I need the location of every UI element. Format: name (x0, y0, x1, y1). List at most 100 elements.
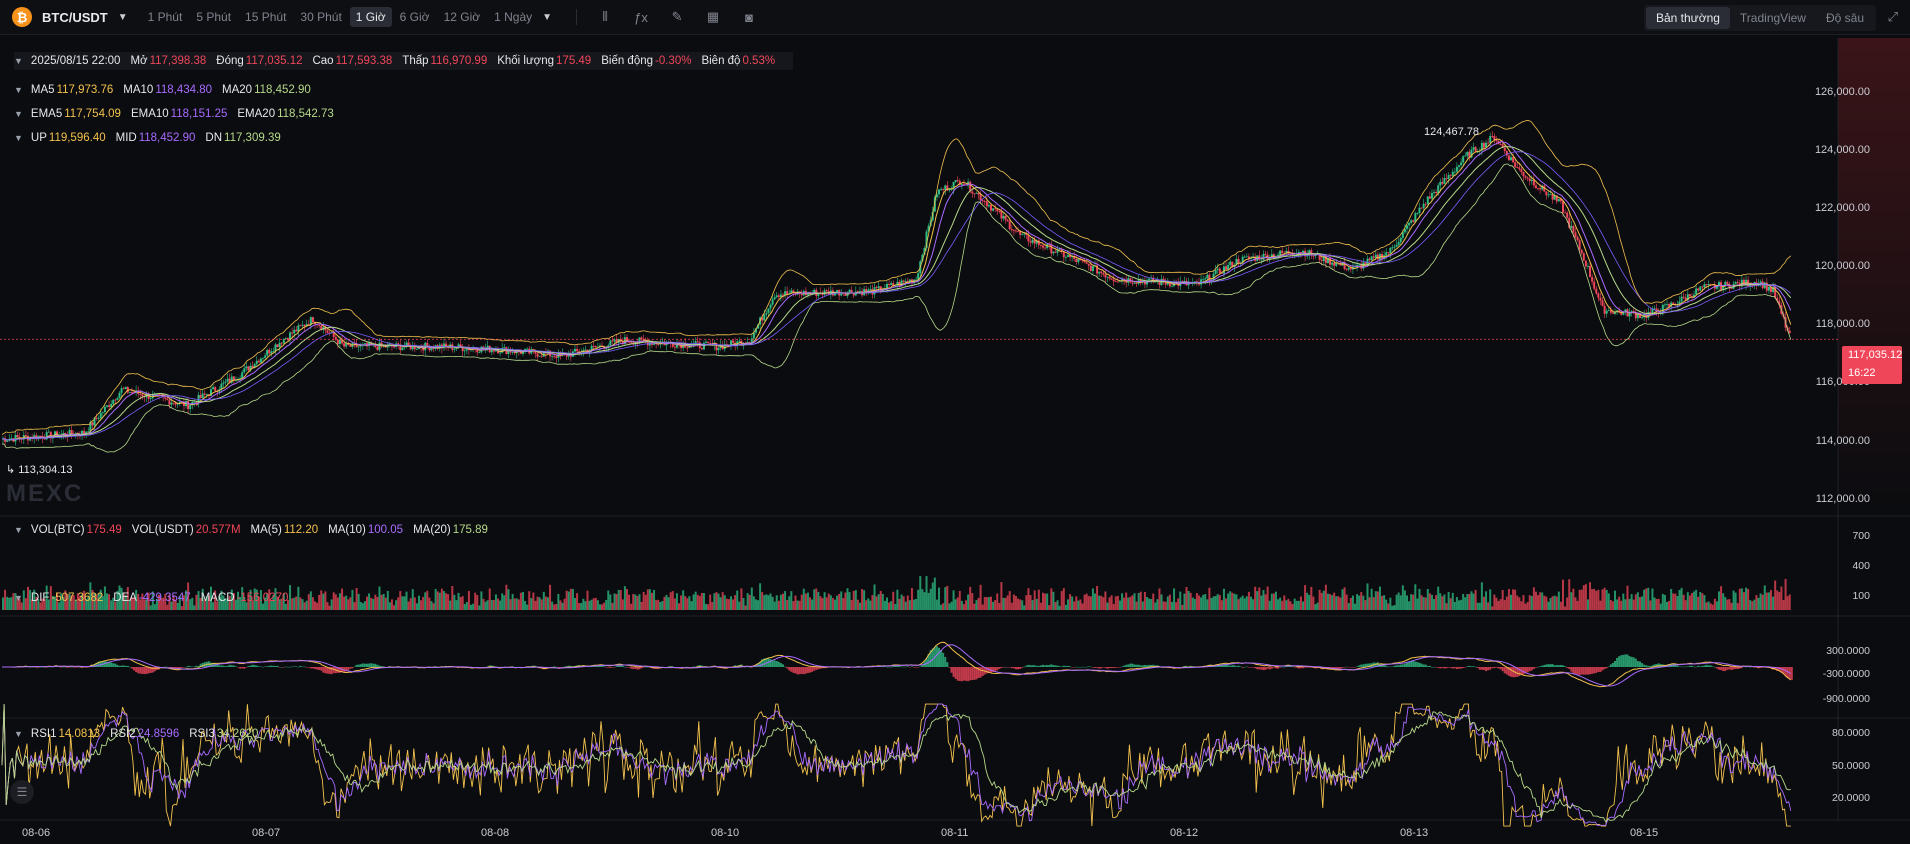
volume-bar (343, 596, 346, 610)
candle-body (1318, 253, 1321, 260)
volume-bar (1102, 597, 1105, 610)
candle-body (1653, 308, 1656, 310)
view-tab[interactable]: TradingView (1739, 11, 1806, 25)
volume-bar (867, 598, 870, 610)
volume-bar (848, 592, 851, 610)
volume-bar (1730, 602, 1733, 610)
collapse-chevron-icon[interactable]: ▼ (14, 593, 23, 603)
volume-bar (1019, 599, 1022, 610)
candle-body (777, 295, 780, 298)
collapse-chevron-icon[interactable]: ▼ (14, 525, 23, 535)
macd-histogram-bar (1491, 667, 1494, 669)
macd-histogram-bar (632, 667, 635, 670)
volume-bar (257, 596, 260, 610)
interval-tab[interactable]: 15 Phút (245, 10, 287, 24)
volume-bar (1757, 597, 1760, 610)
candle-body (1636, 313, 1639, 319)
volume-bar (569, 588, 572, 610)
candle-body (1403, 228, 1406, 233)
macd-histogram-bar (199, 663, 202, 667)
candle-body (765, 312, 768, 315)
layout-grid-icon[interactable]: ▦ (706, 9, 720, 24)
candle-body (1135, 282, 1138, 284)
volume-bar (1439, 593, 1442, 610)
macd-histogram-bar (592, 665, 595, 667)
candle-body (702, 342, 705, 350)
candle-body (1530, 179, 1533, 182)
macd-histogram-bar (1091, 667, 1094, 668)
draw-pen-icon[interactable]: ✎ (671, 9, 683, 24)
symbol-selector[interactable]: BTC/USDT (42, 9, 108, 25)
candle-body (453, 348, 456, 350)
candle-body (954, 180, 957, 183)
volume-bar (128, 599, 131, 610)
collapse-chevron-icon[interactable]: ▼ (14, 85, 23, 95)
macd-histogram-bar (1189, 665, 1192, 667)
interval-tab[interactable]: 1 Ngày (494, 10, 533, 24)
macd-histogram-bar (1493, 667, 1496, 669)
interval-tab[interactable]: 6 Giờ (399, 10, 430, 24)
collapse-chevron-icon[interactable]: ▼ (14, 56, 23, 66)
macd-histogram-bar (1534, 667, 1537, 668)
chevron-down-icon[interactable]: ▼ (117, 11, 128, 23)
volume-bar (1133, 593, 1136, 610)
view-tab[interactable]: Độ sâu (1825, 11, 1864, 25)
interval-tab[interactable]: 1 Phút (147, 10, 183, 24)
macd-histogram-bar (303, 666, 306, 668)
candle-body (1077, 258, 1080, 263)
candle-body (1537, 188, 1540, 189)
collapse-chevron-icon[interactable]: ▼ (14, 729, 23, 739)
macd-histogram-bar (1220, 664, 1223, 667)
volume-bar (103, 586, 106, 610)
macd-histogram-bar (1133, 664, 1136, 667)
volume-bar (721, 592, 724, 610)
macd-histogram-bar (1720, 667, 1723, 671)
macd-histogram-bar (299, 665, 302, 667)
volume-bar (1312, 596, 1315, 610)
volume-bar (397, 597, 400, 610)
macd-histogram-bar (305, 667, 308, 668)
volume-bar (220, 590, 223, 610)
collapse-chevron-icon[interactable]: ▼ (14, 109, 23, 119)
candle-body (336, 339, 339, 344)
macd-histogram-bar (890, 666, 893, 668)
interval-tab[interactable]: 12 Giờ (443, 10, 481, 24)
macd-histogram-bar (998, 667, 1001, 669)
view-tab[interactable]: Bản thường (1645, 7, 1730, 29)
volume-bar (1707, 601, 1710, 610)
volume-bar (788, 596, 791, 610)
candle-body (642, 338, 645, 341)
candle-body (1260, 259, 1263, 261)
macd-histogram-bar (1699, 666, 1702, 667)
interval-tab[interactable]: 5 Phút (196, 10, 232, 24)
candle-body (902, 280, 905, 282)
camera-icon[interactable]: ◙ (745, 9, 753, 25)
volume-bar (139, 599, 142, 610)
interval-tab[interactable]: 30 Phút (300, 10, 342, 24)
candle-body (730, 340, 732, 347)
vol-legend: ▼ VOL(BTC) 175.49 VOL(USDT) 20.577M MA(5) 1… (14, 524, 498, 536)
collapse-chevron-icon[interactable]: ▼ (14, 133, 23, 143)
macd-histogram-bar (1711, 666, 1714, 667)
volume-bar (276, 596, 279, 610)
volume-bar (289, 585, 292, 610)
macd-histogram-bar (1418, 662, 1421, 667)
macd-histogram-bar (99, 661, 102, 667)
macd-histogram-bar (775, 661, 778, 667)
indicators-icon[interactable]: ƒx (634, 9, 648, 25)
macd-histogram-bar (1141, 665, 1144, 667)
macd-histogram-bar (143, 667, 146, 675)
macd-histogram-bar (33, 666, 36, 668)
fullscreen-icon[interactable]: ⤢ (1887, 9, 1898, 24)
candle-body (345, 343, 348, 347)
candle-body (1445, 178, 1448, 179)
interval-more-chevron-icon[interactable]: ▼ (542, 11, 553, 23)
candle-type-icon[interactable]: ⫴ (602, 9, 608, 24)
settings-list-icon[interactable]: ☰ (10, 780, 34, 804)
volume-bar (1474, 589, 1477, 610)
volume-bar (509, 599, 512, 610)
volume-bar (230, 589, 233, 610)
interval-tab[interactable]: 1 Giờ (349, 7, 392, 27)
volume-bar (823, 592, 826, 610)
